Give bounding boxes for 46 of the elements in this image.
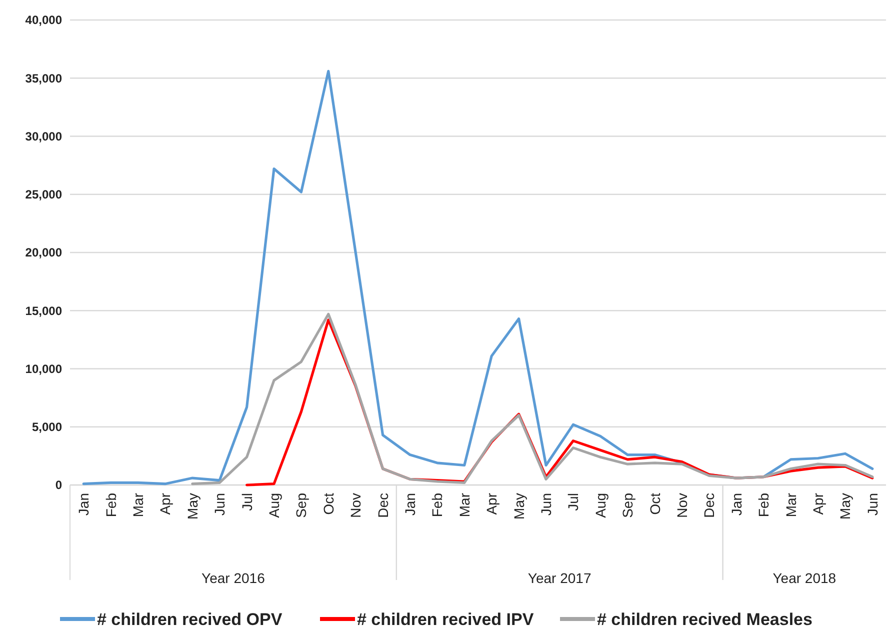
x-tick-label: Mar	[130, 492, 146, 518]
text: Year 2018	[772, 570, 836, 586]
text: Year 2016	[202, 570, 266, 586]
x-tick-label: Apr	[484, 492, 500, 515]
legend-label: # children recived Measles	[597, 610, 812, 629]
y-tick-label: 0	[55, 478, 62, 492]
x-tick-label: Nov	[348, 493, 364, 518]
y-tick-label: 20,000	[25, 246, 62, 260]
x-tick-label: Jan	[76, 493, 92, 516]
x-tick-label: Aug	[592, 493, 608, 518]
x-tick-label: Feb	[756, 492, 772, 518]
x-tick-label: May	[184, 493, 200, 520]
y-tick-label: 5,000	[32, 420, 62, 434]
x-tick-label: Nov	[674, 493, 690, 518]
x-tick-label: Jun	[538, 493, 554, 516]
x-tick-label: Sep	[620, 492, 636, 518]
x-tick-label: Jul	[565, 493, 582, 511]
x-tick-label: May	[837, 493, 854, 520]
x-tick-label: Jul	[238, 493, 255, 511]
x-tick-label: Jan	[402, 493, 418, 516]
x-tick-label: Apr	[157, 492, 174, 515]
y-tick-label: 25,000	[25, 188, 62, 202]
x-tick-label: Dec	[374, 493, 391, 518]
x-tick-label: Feb	[102, 492, 119, 518]
x-tick-label: May	[510, 493, 527, 520]
y-tick-label: 15,000	[25, 304, 62, 318]
y-tick-label: 35,000	[25, 71, 62, 86]
x-tick-label: Dec	[701, 493, 718, 518]
x-tick-label: Jun	[212, 493, 228, 516]
y-tick-label: 10,000	[25, 362, 62, 376]
x-tick-label: Jan	[728, 493, 744, 516]
legend-label: # children recived OPV	[97, 610, 283, 629]
x-tick-label: Mar	[782, 492, 799, 518]
x-tick-label: Mar	[456, 492, 472, 518]
x-tick-label: Jun	[864, 493, 880, 516]
x-tick-label: Oct	[646, 492, 663, 515]
x-tick-label: Aug	[266, 493, 282, 518]
line-series	[82, 70, 874, 486]
x-tick-label: Sep	[293, 492, 310, 518]
y-tick-label: 40,000	[25, 13, 62, 28]
x-tick-label: Feb	[429, 492, 446, 518]
x-tick-label: Oct	[320, 492, 336, 515]
text: Year 2017	[528, 570, 592, 586]
y-tick-label: 30,000	[25, 129, 62, 144]
legend-label: # children recived IPV	[357, 610, 534, 629]
x-tick-label: Apr	[810, 492, 826, 515]
